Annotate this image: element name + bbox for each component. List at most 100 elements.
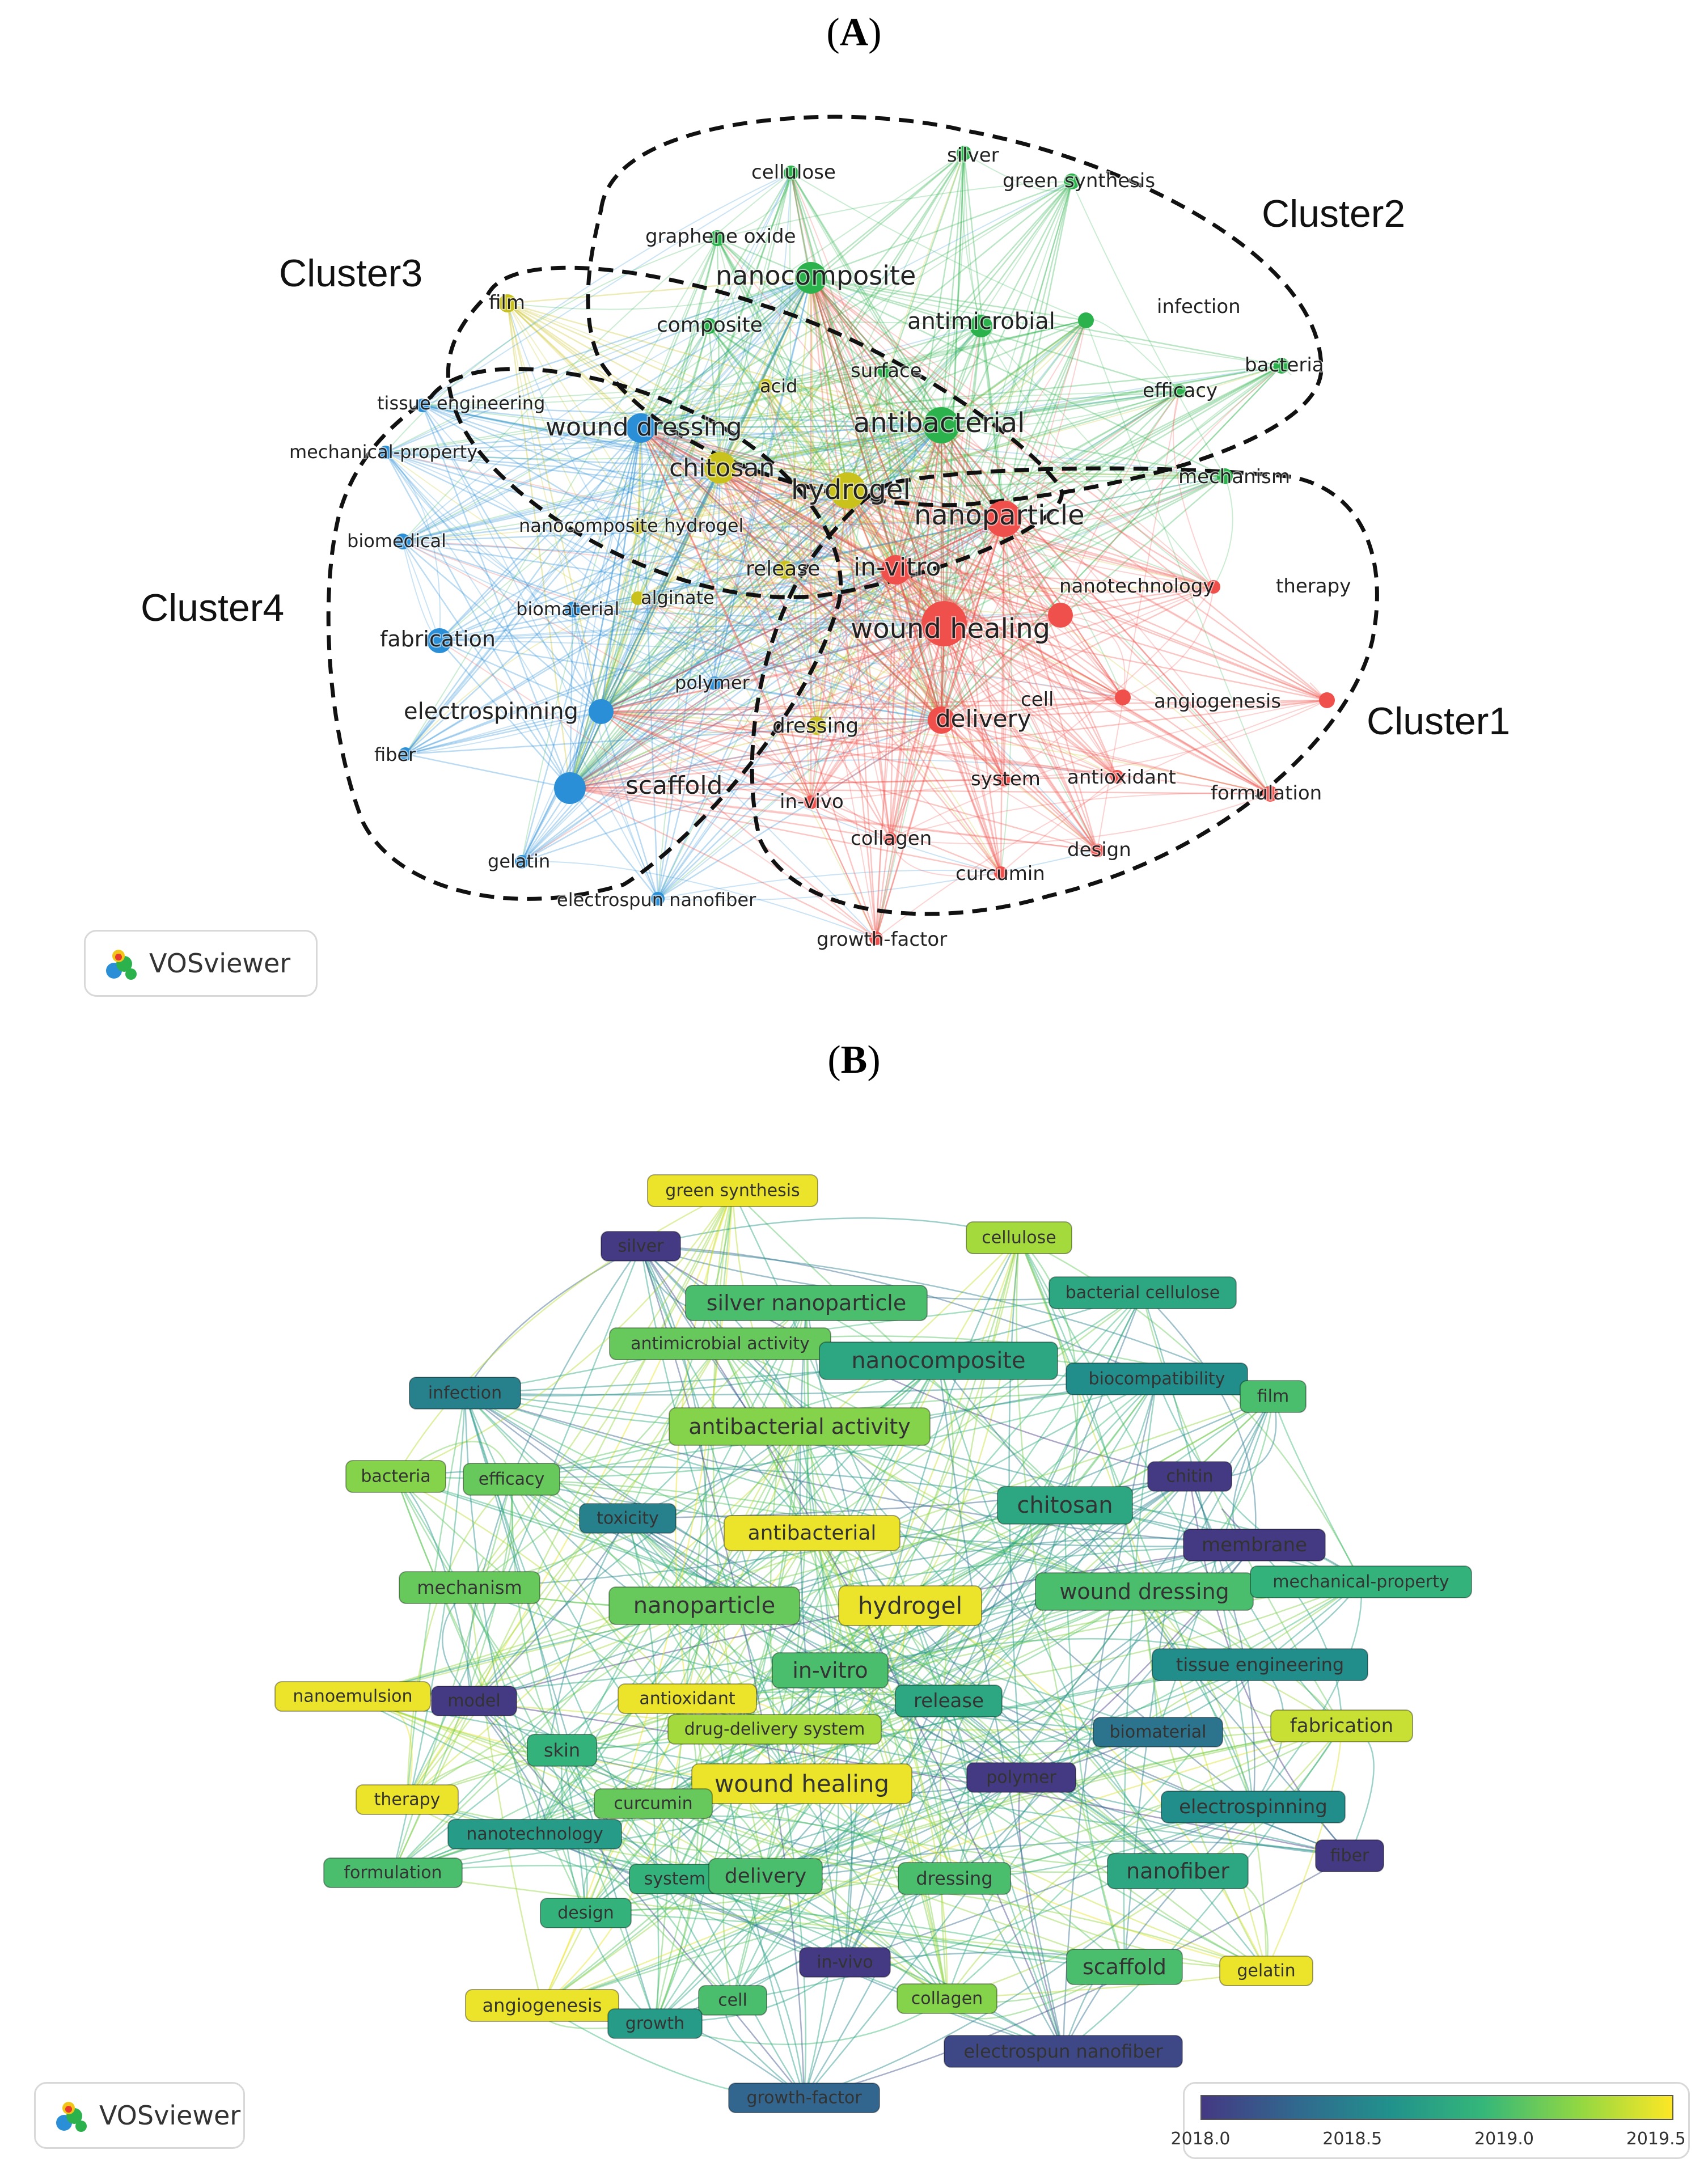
overlay-item-nanofiber: nanofiber (1107, 1853, 1249, 1889)
overlay-item-scaffold: scaffold (1066, 1949, 1183, 1985)
cluster1-boundary (750, 466, 1379, 916)
node-label-biomaterial: biomaterial (516, 598, 619, 620)
node-label-therapy: therapy (1276, 575, 1351, 598)
overlay-item-angiogenesis: angiogenesis (465, 1989, 619, 2022)
overlay-item-label: growth (625, 2014, 684, 2034)
overlay-item-label: formulation (344, 1863, 442, 1883)
node-green-synthesis (1064, 173, 1080, 189)
node-label-hydrogel: hydrogel (791, 474, 911, 506)
overlay-item-in-vivo: in-vivo (799, 1947, 891, 1978)
overlay-item-label: drug-delivery system (684, 1720, 865, 1740)
node-angiogenesis (1319, 692, 1335, 708)
overlay-item-label: antibacterial (748, 1522, 877, 1545)
overlay-item-membrane: membrane (1183, 1529, 1326, 1561)
node-delivery (928, 706, 955, 734)
node-label-fiber: fiber (374, 744, 416, 765)
overlay-item-label: scaffold (1083, 1954, 1166, 1979)
overlay-item-gelatin: gelatin (1219, 1956, 1313, 1986)
node-silver (957, 146, 971, 160)
node-label-cell: cell (1021, 688, 1054, 711)
vosviewer-logo-icon (106, 950, 137, 980)
node-label-design: design (1067, 839, 1131, 861)
node-release (776, 561, 794, 579)
overlay-item-antioxidant: antioxidant (618, 1683, 757, 1714)
vosviewer-watermark-a: VOSviewer (84, 930, 318, 997)
overlay-item-label: mechanism (417, 1577, 522, 1598)
overlay-item-label: wound dressing (1059, 1579, 1229, 1604)
vosviewer-text-b: VOSviewer (99, 2100, 241, 2131)
overlay-item-toxicity: toxicity (579, 1503, 677, 1534)
overlay-item-label: in-vitro (792, 1658, 868, 1683)
node-label-formulation: formulation (1211, 782, 1322, 805)
overlay-item-nanoemulsion: nanoemulsion (274, 1681, 431, 1712)
overlay-item-infection: infection (409, 1377, 521, 1410)
vosviewer-text-a: VOSviewer (149, 948, 291, 979)
node-label-chitosan: chitosan (669, 454, 775, 483)
node-biomedical (395, 534, 411, 549)
colorbar-tick-label: 2018.5 (1322, 2129, 1383, 2149)
overlay-item-label: wound healing (715, 1770, 889, 1798)
overlay-item-label: dressing (916, 1868, 992, 1889)
overlay-item-label: chitin (1166, 1467, 1214, 1487)
overlay-item-label: antibacterial activity (688, 1414, 911, 1439)
overlay-item-antibacterial: antibacterial (724, 1515, 900, 1551)
node-label-in-vivo: in-vivo (780, 790, 844, 813)
node-label-antimicrobial: antimicrobial (907, 308, 1055, 335)
overlay-item-wound-healing: wound healing (691, 1763, 912, 1804)
cluster2-boundary (586, 115, 1324, 507)
node-nanoparticle (986, 501, 1022, 537)
node-label-green-synthesis: green synthesis (1003, 170, 1155, 192)
node-label-collagen: collagen (851, 827, 932, 850)
overlay-item-label: film (1257, 1387, 1289, 1407)
node-polymer (708, 676, 721, 690)
node-design (1090, 844, 1104, 857)
node-gelatin (515, 855, 529, 869)
overlay-item-design: design (540, 1898, 632, 1928)
node-label-system: system (971, 768, 1041, 790)
node-label-infection: infection (1157, 295, 1241, 318)
node-mechanical-property (379, 446, 392, 459)
overlay-item-cellulose: cellulose (966, 1221, 1072, 1254)
node-graphene-oxide (709, 230, 725, 246)
overlay-item-efficacy: efficacy (463, 1463, 560, 1496)
node-therapy (1207, 580, 1220, 594)
node-label-acid: acid (760, 375, 797, 397)
node-bacteria (1274, 358, 1290, 374)
overlay-item-release: release (895, 1685, 1003, 1717)
overlay-item-formulation: formulation (323, 1857, 463, 1888)
overlay-item-label: fabrication (1290, 1715, 1393, 1737)
node-collagen (883, 832, 897, 846)
node-antibacterial (923, 407, 959, 443)
overlay-item-label: nanofiber (1126, 1859, 1229, 1884)
overlay-item-label: in-vivo (817, 1953, 873, 1973)
node-curcumin (994, 866, 1008, 880)
node-label-silver: silver (947, 144, 999, 167)
node-label-efficacy: efficacy (1143, 379, 1217, 402)
node-label-gelatin: gelatin (488, 850, 550, 872)
node-label-surface: surface (851, 359, 922, 382)
overlay-item-label: toxicity (597, 1509, 659, 1529)
overlay-item-label: mechanical-property (1272, 1572, 1449, 1592)
node-mechanism (1217, 468, 1233, 484)
node-label-nanocomposite: nanocomposite (716, 260, 916, 291)
node-wound-healing (921, 601, 967, 646)
overlay-item-label: antimicrobial activity (631, 1334, 810, 1354)
overlay-item-label: curcumin (614, 1794, 692, 1814)
colorbar-gradient (1200, 2095, 1673, 2120)
node-label-tissue-engineering: tissue engineering (377, 392, 545, 414)
overlay-item-mechanical-property: mechanical-property (1250, 1565, 1472, 1598)
overlay-item-label: biomaterial (1110, 1723, 1207, 1742)
node-formulation (1262, 786, 1278, 802)
overlay-item-electrospun-nanofiber: electrospun nanofiber (944, 2035, 1183, 2068)
node-label-angiogenesis: angiogenesis (1154, 690, 1281, 713)
overlay-item-label: infection (428, 1383, 502, 1403)
overlay-item-drug-delivery-system: drug-delivery system (667, 1714, 882, 1745)
node-hydrogel (830, 472, 866, 509)
overlay-item-system: system (629, 1864, 721, 1894)
overlay-item-bacteria: bacteria (345, 1460, 446, 1493)
overlay-item-label: cellulose (982, 1228, 1056, 1248)
overlay-item-label: bacterial cellulose (1066, 1283, 1220, 1303)
overlay-item-growth-factor: growth-factor (728, 2083, 880, 2113)
node-label-bacteria: bacteria (1245, 354, 1324, 376)
overlay-item-label: biocompatibility (1089, 1369, 1225, 1389)
